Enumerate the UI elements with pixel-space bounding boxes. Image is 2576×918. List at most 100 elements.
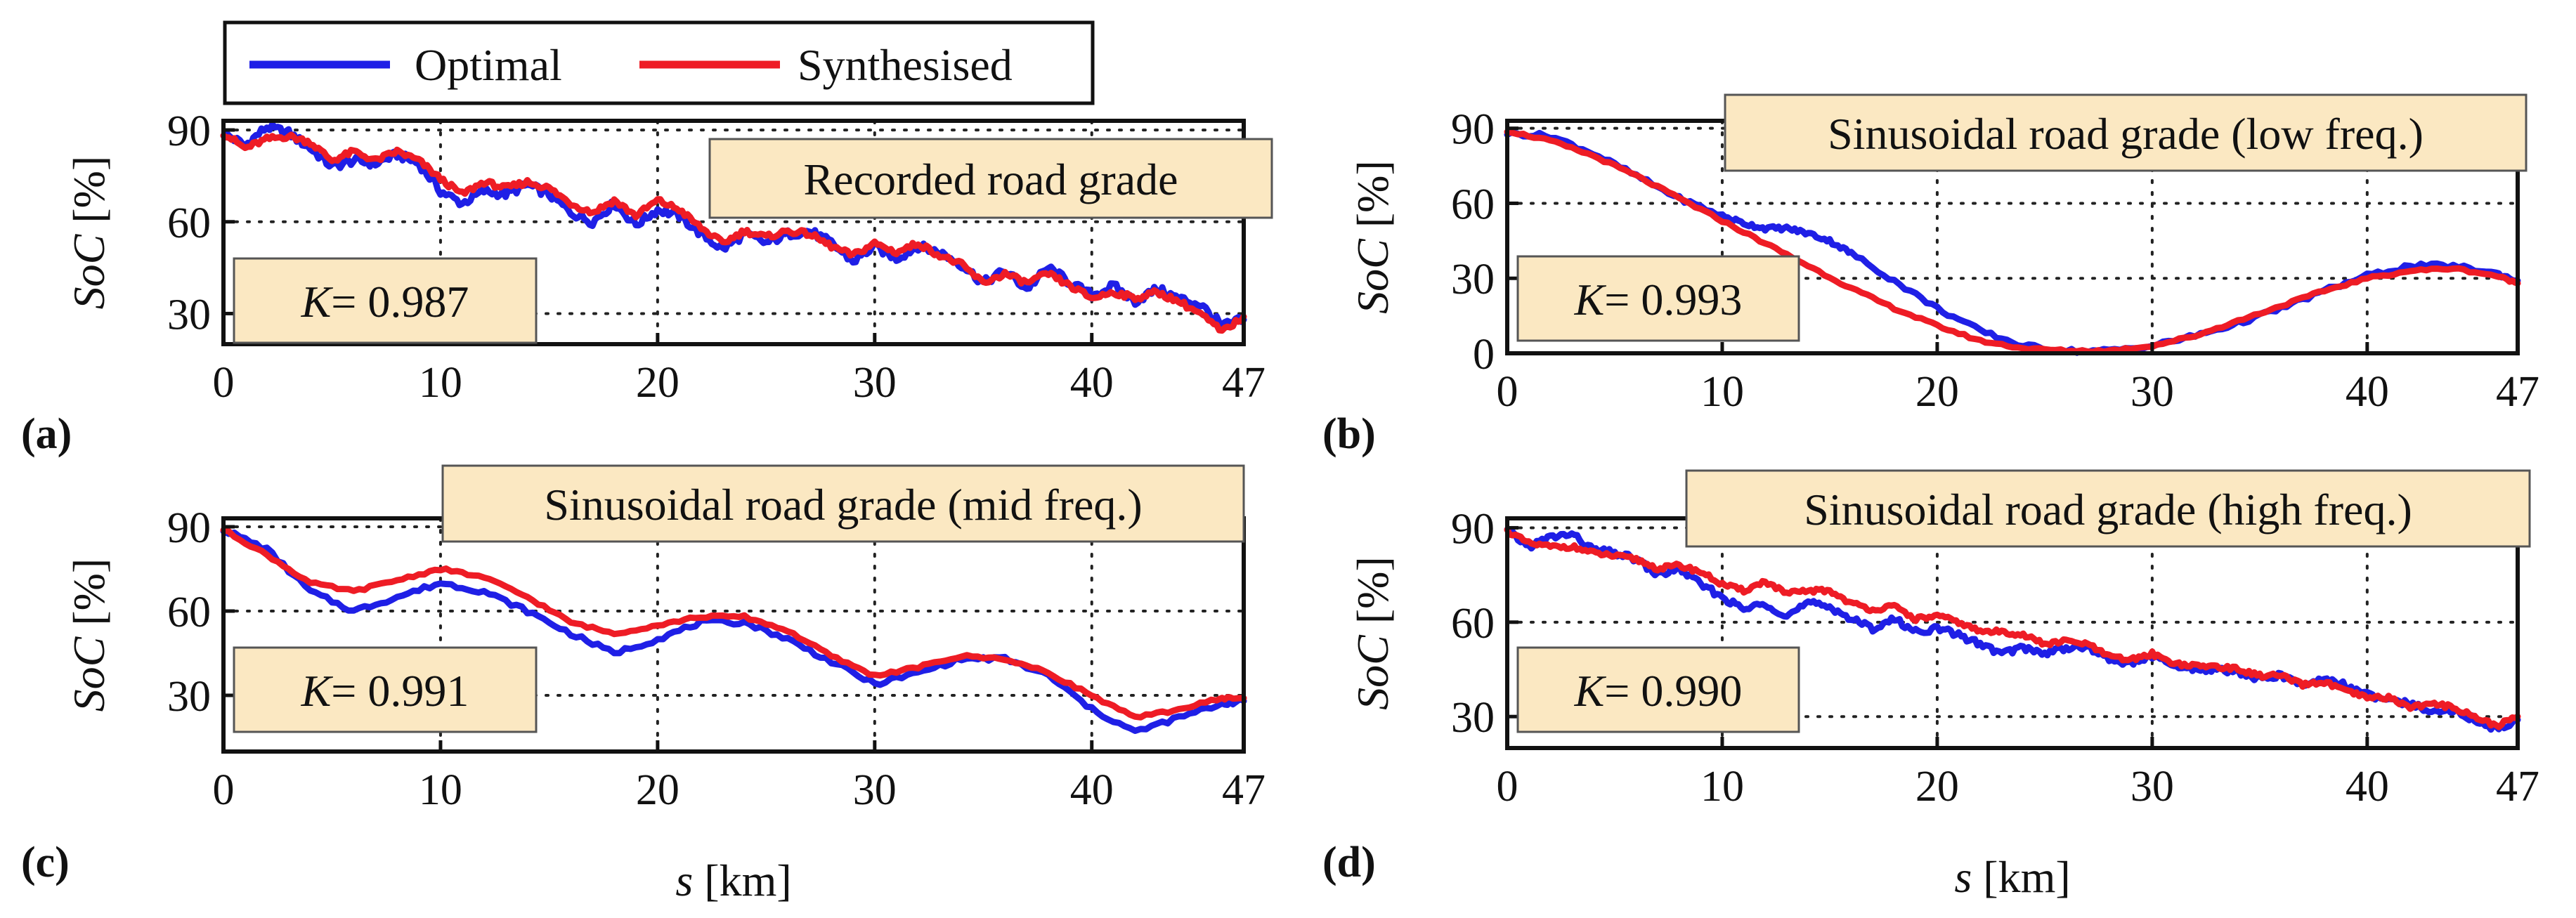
title-annotation-box bbox=[708, 138, 1273, 219]
y-axis-label-var: SoC bbox=[1348, 238, 1398, 314]
legend: Optimal Synthesised bbox=[223, 20, 1095, 105]
chart-panel-a: 0 10 20 30 40 47 30 60 90 SoC [%] Recorded road gr… bbox=[21, 107, 1273, 458]
x-tick-label: 20 bbox=[636, 359, 679, 407]
x-tick-label: 30 bbox=[2131, 368, 2174, 416]
x-tick-label: 30 bbox=[2131, 763, 2174, 811]
series-line-synthesised bbox=[220, 131, 1247, 334]
y-tick-label: 60 bbox=[1451, 181, 1495, 228]
x-tick-label: 20 bbox=[636, 766, 679, 814]
y-tick-label: 30 bbox=[1451, 256, 1495, 303]
x-tick-label: 47 bbox=[1222, 766, 1266, 814]
x-axis-label-var: s bbox=[1954, 852, 1972, 902]
x-axis-label-space bbox=[693, 855, 704, 905]
k-annotation-text: K= 0.987 bbox=[301, 277, 469, 327]
k-symbol: K bbox=[1574, 666, 1607, 716]
title-annotation-box bbox=[1685, 469, 2531, 548]
x-tick-label: 10 bbox=[419, 766, 462, 814]
series-line-synthesised bbox=[1504, 129, 2521, 355]
x-axis-label: s [km] bbox=[675, 855, 791, 905]
k-annotation-box bbox=[233, 257, 538, 344]
x-tick-label: 47 bbox=[1222, 359, 1266, 407]
x-tick-label: 10 bbox=[419, 359, 462, 407]
x-tick-label: 0 bbox=[213, 359, 235, 407]
series-line-synthesised bbox=[1504, 526, 2521, 730]
title-annotation-box bbox=[441, 464, 1245, 543]
k-annotation-text: K= 0.991 bbox=[301, 666, 469, 716]
panel-label: (a) bbox=[21, 410, 72, 458]
k-annotation-box bbox=[1516, 255, 1800, 342]
y-tick-label: 30 bbox=[167, 673, 211, 721]
title-annotation-text: Sinusoidal road grade (high freq.) bbox=[1804, 485, 2412, 535]
x-tick-label: 30 bbox=[853, 766, 897, 814]
chart-panel-b: 0 10 20 30 40 47 0 30 60 90 SoC [%] Sinusoidal road… bbox=[1322, 93, 2539, 458]
x-tick-label: 40 bbox=[2346, 368, 2389, 416]
series-line-optimal bbox=[220, 527, 1247, 734]
x-tick-label: 0 bbox=[1497, 763, 1518, 811]
x-axis-label: s [km] bbox=[1954, 852, 2070, 902]
panel-label: (c) bbox=[21, 839, 70, 886]
panel-label: (d) bbox=[1322, 839, 1376, 886]
y-tick-label: 90 bbox=[167, 504, 211, 552]
y-tick-label: 90 bbox=[167, 107, 211, 155]
y-axis-label-unit: [%] bbox=[64, 558, 114, 626]
title-annotation-text: Recorded road grade bbox=[803, 155, 1178, 204]
y-axis-label-var: SoC bbox=[64, 233, 114, 309]
k-annotation-text: K= 0.993 bbox=[1574, 275, 1743, 324]
x-tick-label: 20 bbox=[1915, 763, 1959, 811]
x-tick-label: 47 bbox=[2496, 763, 2539, 811]
y-tick-label: 90 bbox=[1451, 505, 1495, 553]
chart-panel-c: 0 10 20 30 40 47 30 60 90 SoC [%] s [km] Sinusoidal… bbox=[21, 464, 1266, 905]
x-tick-label: 40 bbox=[2346, 763, 2389, 811]
y-tick-label: 30 bbox=[1451, 694, 1495, 742]
x-tick-label: 40 bbox=[1070, 766, 1114, 814]
legend-label-optimal: Optimal bbox=[415, 40, 562, 90]
y-tick-label: 90 bbox=[1451, 106, 1495, 154]
k-annotation-box bbox=[1516, 646, 1800, 733]
y-axis-label-unit-space bbox=[64, 626, 114, 637]
y-axis-label-unit: [%] bbox=[64, 156, 114, 223]
y-axis-label-unit-space bbox=[64, 223, 114, 235]
k-value: = 0.991 bbox=[331, 666, 469, 716]
k-symbol: K bbox=[1574, 275, 1607, 324]
y-tick-label: 60 bbox=[167, 589, 211, 636]
y-axis-label-unit: [%] bbox=[1348, 160, 1398, 228]
legend-label-synthesised: Synthesised bbox=[798, 40, 1013, 90]
y-axis-label: SoC [%] bbox=[64, 156, 114, 310]
panel-label: (b) bbox=[1322, 410, 1376, 458]
k-annotation-box bbox=[233, 646, 538, 733]
x-tick-label: 40 bbox=[1070, 359, 1114, 407]
x-tick-label: 20 bbox=[1915, 368, 1959, 416]
y-axis-label-unit: [%] bbox=[1348, 556, 1398, 624]
y-axis-label: SoC [%] bbox=[1348, 556, 1398, 710]
axes-frame bbox=[221, 119, 1246, 346]
y-tick-label: 60 bbox=[1451, 600, 1495, 648]
y-axis-label-var: SoC bbox=[1348, 634, 1398, 710]
x-axis-label-space bbox=[1972, 852, 1983, 902]
y-axis-label-unit-space bbox=[1348, 624, 1398, 635]
x-axis-label-unit: [km] bbox=[704, 855, 791, 905]
x-tick-label: 0 bbox=[1497, 368, 1518, 416]
k-value: = 0.990 bbox=[1604, 666, 1742, 716]
k-symbol: K bbox=[301, 666, 334, 716]
k-value: = 0.987 bbox=[331, 277, 469, 327]
x-axis-label-unit: [km] bbox=[1983, 852, 2070, 902]
x-axis-label-var: s bbox=[675, 855, 693, 905]
y-axis-label-var: SoC bbox=[64, 636, 114, 712]
y-tick-label: 60 bbox=[167, 199, 211, 247]
y-tick-label: 0 bbox=[1473, 331, 1495, 379]
series-line-synthesised bbox=[220, 527, 1247, 721]
x-tick-label: 10 bbox=[1700, 763, 1744, 811]
k-value: = 0.993 bbox=[1604, 275, 1742, 324]
title-annotation-text: Sinusoidal road grade (low freq.) bbox=[1828, 109, 2424, 159]
title-annotation-text: Sinusoidal road grade (mid freq.) bbox=[544, 480, 1142, 530]
chart-panels: 0 10 20 30 40 47 30 60 90 SoC [%] Recorded road gr… bbox=[21, 93, 2539, 905]
y-tick-label: 30 bbox=[167, 291, 211, 339]
x-tick-label: 47 bbox=[2496, 368, 2539, 416]
chart-panel-d: 0 10 20 30 40 47 30 60 90 SoC [%] s [km] Sinusoidal… bbox=[1322, 469, 2539, 902]
y-axis-label: SoC [%] bbox=[64, 558, 114, 712]
title-annotation-box bbox=[1724, 93, 2528, 172]
y-axis-label-unit-space bbox=[1348, 228, 1398, 239]
y-axis-label: SoC [%] bbox=[1348, 160, 1398, 314]
x-tick-label: 0 bbox=[213, 766, 235, 814]
